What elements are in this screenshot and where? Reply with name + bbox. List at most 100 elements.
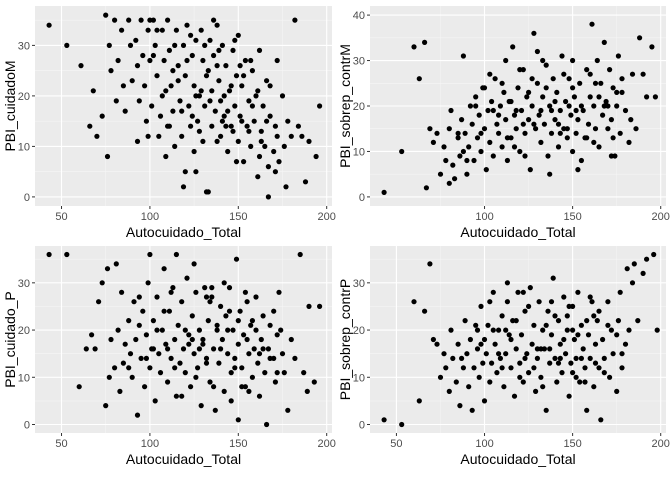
data-point	[106, 42, 112, 49]
data-point	[481, 336, 488, 343]
data-point	[83, 346, 89, 352]
data-point	[64, 251, 70, 258]
data-point	[399, 148, 405, 155]
data-point	[196, 346, 202, 352]
data-point	[578, 355, 585, 361]
data-point	[547, 171, 553, 177]
data-point	[518, 332, 525, 338]
data-point	[552, 98, 558, 105]
data-point	[265, 346, 271, 352]
data-point	[203, 294, 210, 300]
data-point	[235, 417, 241, 423]
data-point	[557, 130, 563, 136]
data-point	[195, 365, 201, 371]
data-point	[605, 299, 611, 305]
data-point	[258, 138, 264, 144]
data-point	[605, 322, 611, 328]
data-point	[478, 130, 484, 136]
data-point	[226, 285, 233, 291]
data-point	[147, 57, 153, 64]
data-point	[115, 327, 121, 333]
y-tick-label: 30	[18, 278, 30, 290]
data-point	[211, 384, 217, 390]
data-point	[522, 355, 528, 361]
data-point	[466, 144, 472, 150]
y-tick-label: 0	[24, 420, 30, 432]
data-point	[134, 138, 141, 144]
data-point	[271, 355, 277, 361]
data-point	[533, 126, 539, 132]
data-point	[515, 85, 521, 91]
data-point	[494, 121, 500, 127]
data-point	[274, 57, 280, 64]
data-point	[566, 303, 572, 309]
data-point	[108, 68, 114, 74]
data-point	[526, 89, 532, 95]
data-point	[143, 332, 149, 338]
data-point	[423, 185, 429, 191]
data-point	[211, 346, 217, 352]
data-point	[256, 393, 263, 399]
data-point	[205, 318, 211, 324]
data-point	[540, 57, 546, 64]
data-point	[427, 126, 433, 132]
data-point	[271, 148, 277, 155]
data-point	[119, 27, 125, 33]
data-point	[478, 341, 484, 347]
data-point	[513, 346, 519, 352]
data-point	[520, 289, 526, 295]
data-point	[219, 118, 225, 124]
data-point	[302, 179, 309, 185]
data-point	[64, 42, 70, 49]
data-point	[430, 139, 436, 145]
data-point	[214, 327, 220, 333]
data-point	[127, 351, 134, 357]
data-point	[561, 71, 567, 77]
data-point	[145, 280, 151, 286]
data-point	[534, 80, 541, 86]
data-point	[154, 327, 160, 333]
panel-background	[35, 6, 332, 206]
data-point	[481, 85, 488, 91]
data-point	[241, 73, 247, 79]
data-point	[225, 108, 231, 114]
data-point	[545, 308, 551, 314]
data-point	[592, 126, 599, 132]
data-point	[575, 289, 581, 295]
data-point	[239, 83, 245, 89]
data-point	[170, 108, 176, 114]
data-point	[497, 355, 503, 361]
data-point	[453, 379, 459, 385]
scatter-panel-2: 100 150 200 0 10 20 30 40 Autocuidado_Total PBI_s…	[337, 6, 670, 240]
data-point	[487, 139, 493, 145]
data-point	[494, 370, 500, 376]
data-point	[172, 143, 178, 149]
data-point	[601, 39, 607, 46]
data-point	[126, 365, 132, 371]
data-point	[143, 355, 149, 361]
x-axis-title: Autocuidado_Total	[460, 224, 575, 240]
data-point	[244, 336, 250, 343]
data-point	[285, 407, 291, 413]
data-point	[218, 303, 224, 309]
x-tick-label: 200	[652, 438, 670, 450]
data-point	[527, 285, 533, 291]
data-point	[317, 303, 323, 309]
data-point	[265, 164, 271, 170]
data-point	[136, 294, 142, 300]
data-point	[441, 351, 447, 357]
data-point	[221, 388, 227, 394]
data-point	[186, 341, 192, 347]
data-point	[422, 39, 428, 46]
data-point	[566, 393, 572, 399]
data-point	[214, 138, 220, 144]
data-point	[191, 351, 197, 357]
data-point	[191, 261, 197, 267]
data-point	[416, 398, 422, 404]
data-point	[591, 384, 597, 390]
data-point	[540, 384, 546, 390]
data-point	[46, 251, 52, 258]
data-point	[619, 76, 625, 82]
data-point	[211, 17, 217, 23]
data-point	[467, 336, 473, 343]
